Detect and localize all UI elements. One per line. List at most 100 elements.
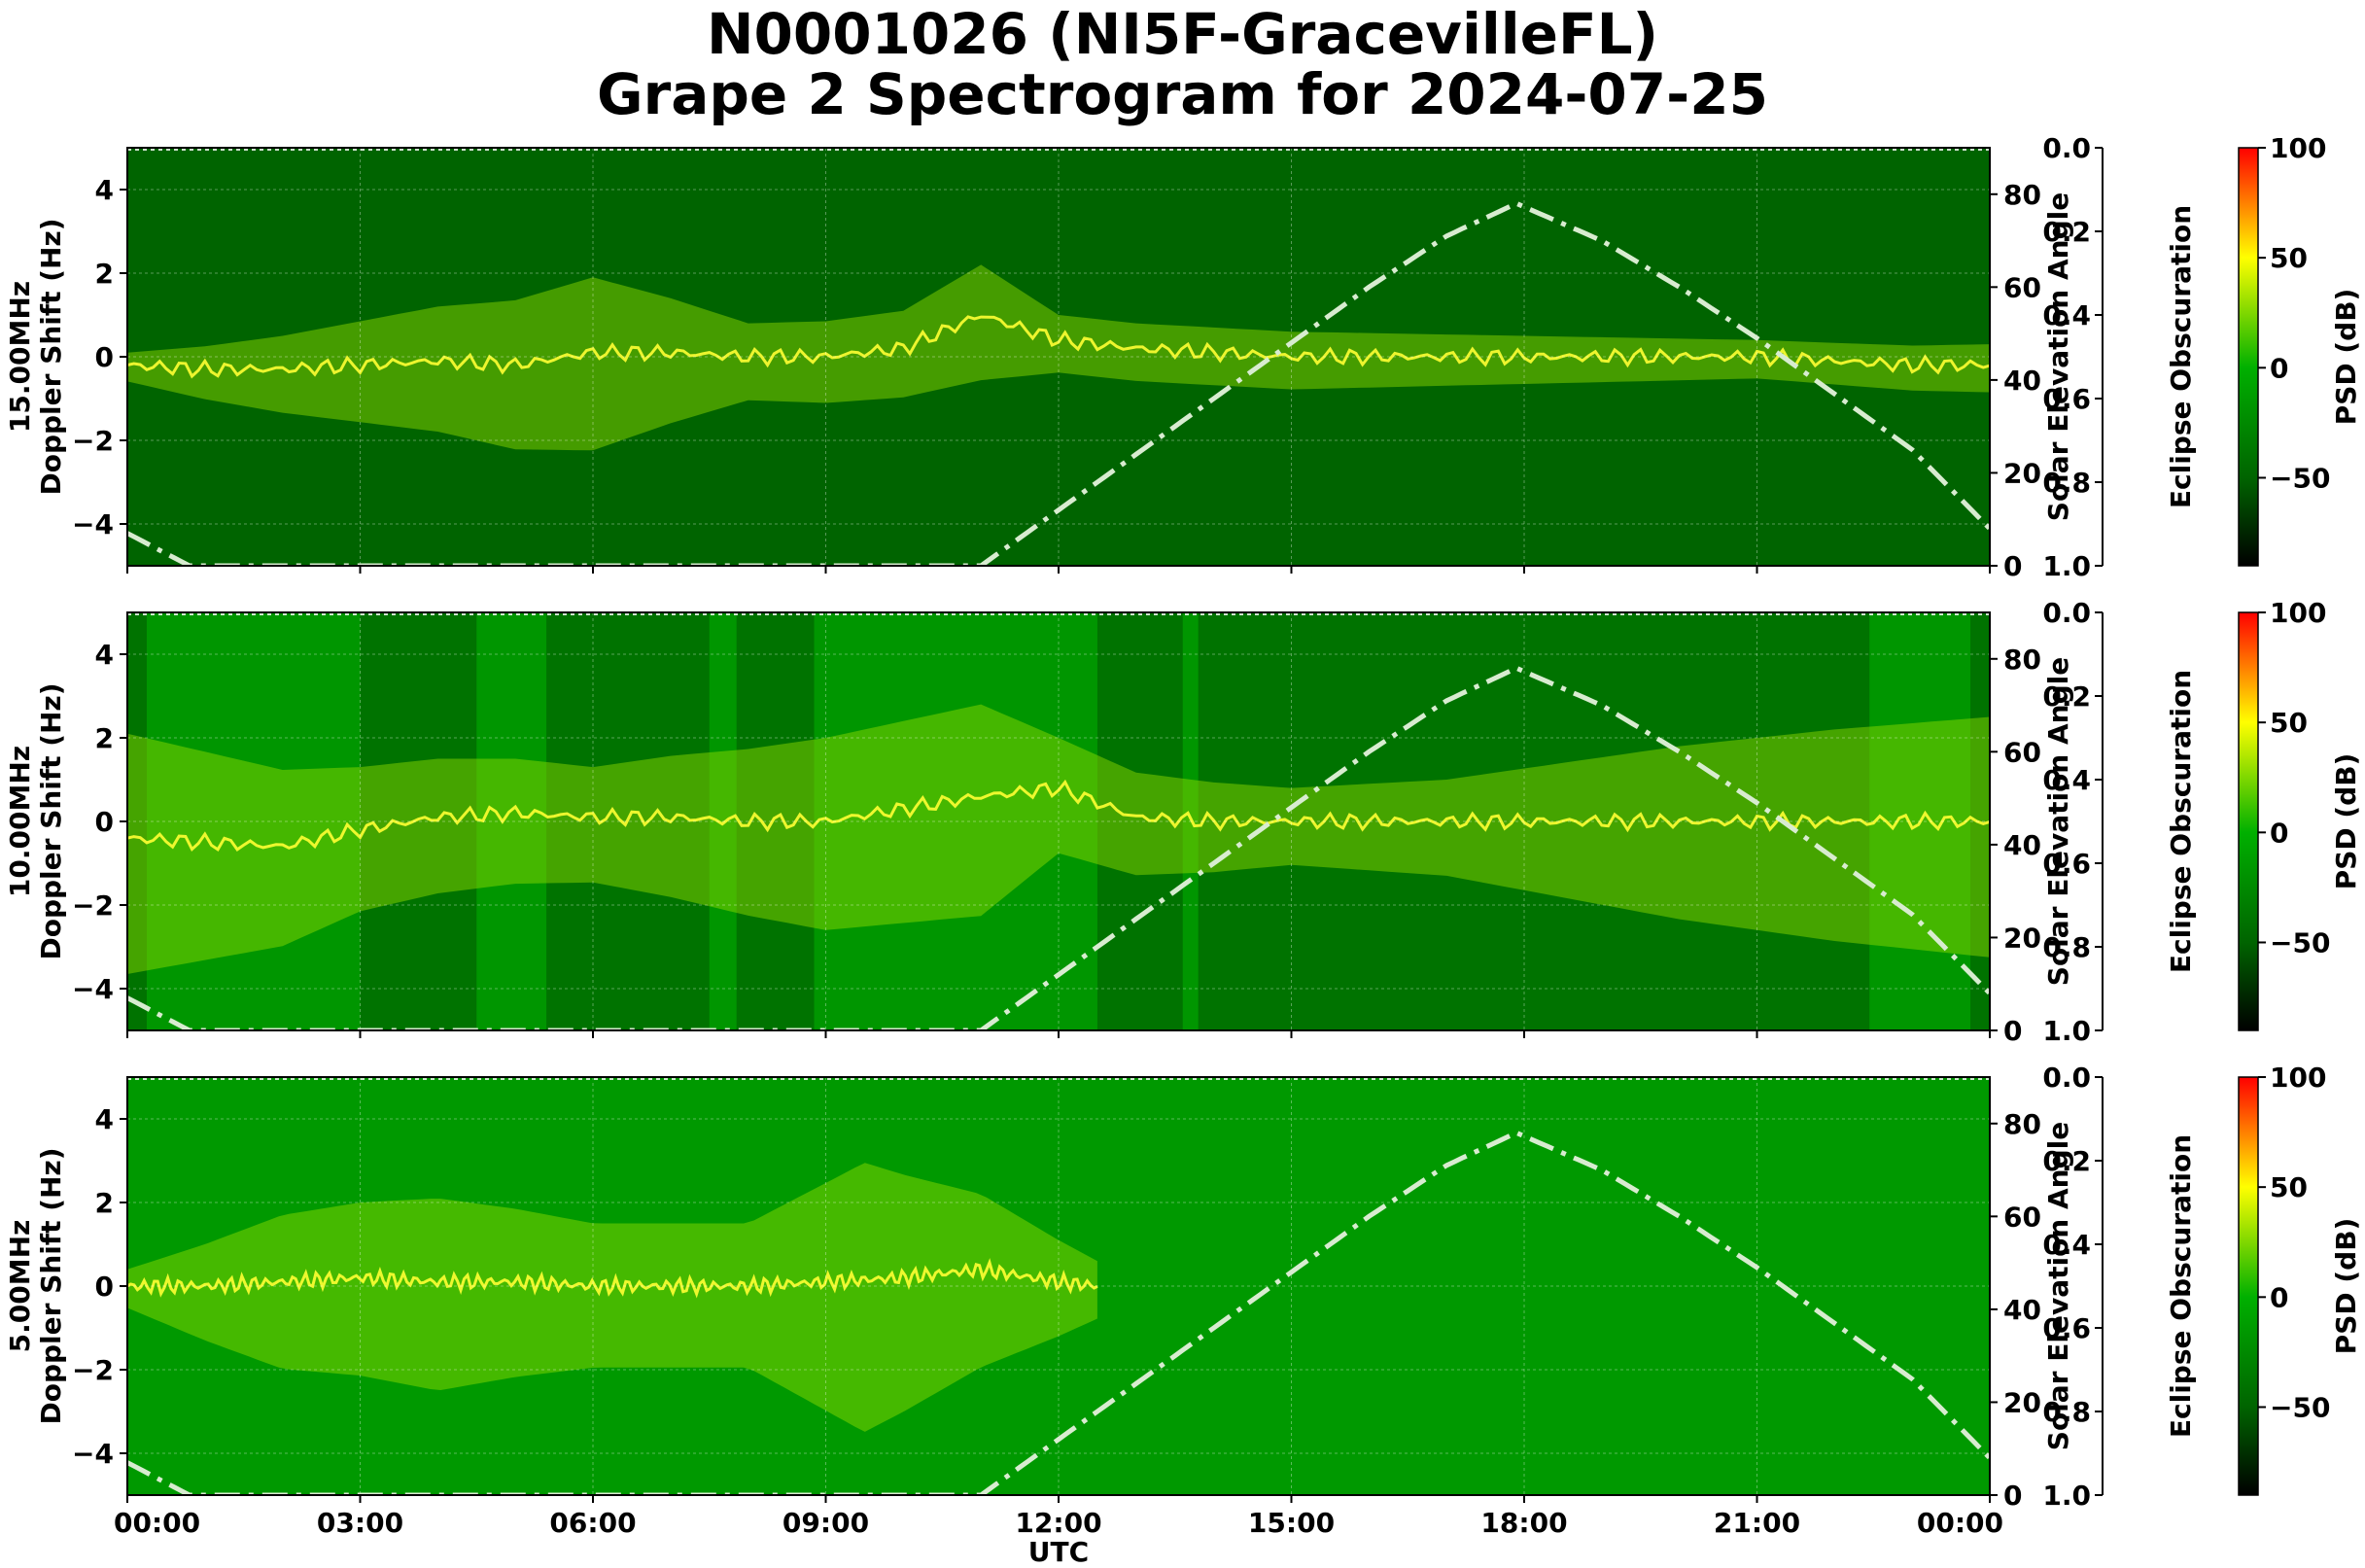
colorbar-tick-label: −50 [2270,926,2330,958]
psd-colorbar [2238,611,2259,1031]
solar-axis-label: Solar Elevation Angle [2042,192,2074,521]
spectrogram-panel-1: 420−2−410.00MHzDoppler Shift (Hz)0204060… [4,597,2362,1047]
colorbar-tick-label: 100 [2270,132,2326,164]
eclipse-tick-label: 0.0 [2042,597,2091,629]
eclipse-tick-label: 0.6 [2042,848,2091,880]
eclipse-tick-label: 1.0 [2042,1480,2091,1512]
figure-title: N0001026 (NI5F-GracevilleFL) Grape 2 Spe… [0,4,2365,124]
spectrogram-noise-band [146,612,361,1030]
y-axis-title: Doppler Shift (Hz) [35,682,67,959]
y-tick-label: 2 [95,1187,114,1219]
solar-elevation-curve [127,200,1990,566]
eclipse-tick-label: 1.0 [2042,550,2091,582]
solar-tick-label: 20 [2003,457,2041,489]
colorbar-tick-label: 50 [2270,1171,2308,1203]
colorbar-label: PSD (dB) [2330,753,2362,890]
y-tick-label: 2 [95,722,114,754]
spectrogram-doppler-trace [127,1258,1098,1299]
eclipse-tick-label: 0.8 [2042,467,2091,499]
x-tick-label: 00:00 [1917,1507,2003,1539]
eclipse-tick-label: 0.4 [2042,299,2091,331]
spectrogram-panel-0: 420−2−415.00MHzDoppler Shift (Hz)0204060… [4,132,2362,582]
solar-tick-label: 40 [2003,365,2041,397]
eclipse-tick-label: 0.6 [2042,383,2091,415]
x-tick-label: 00:00 [114,1507,200,1539]
spectrogram-noise-band [709,612,737,1030]
spectrogram-noise-band [814,612,1097,1030]
x-tick-label: 09:00 [783,1507,869,1539]
spectrogram-noise-band [1182,612,1199,1030]
colorbar-tick-label: 0 [2270,352,2288,384]
spectrogram-spread-halo [127,1163,1097,1432]
eclipse-axis-label: Eclipse Obscuration [2165,670,2197,973]
panel-frequency-label: 5.00MHz [4,1220,36,1353]
y-tick-label: −4 [72,973,114,1005]
solar-elevation-curve [127,1130,1990,1495]
eclipse-axis-label: Eclipse Obscuration [2165,1134,2197,1438]
eclipse-tick-label: 1.0 [2042,1015,2091,1047]
x-tick-label: 15:00 [1248,1507,1335,1539]
spectrogram-plot-area [127,612,1990,1030]
solar-tick-label: 80 [2003,1108,2041,1140]
colorbar-tick-label: 50 [2270,707,2308,739]
y-tick-label: −2 [72,889,114,922]
solar-tick-label: 0 [2003,1015,2022,1047]
y-axis-label: 10.00MHzDoppler Shift (Hz) [4,682,67,959]
solar-tick-label: 40 [2003,829,2041,861]
colorbar-tick-label: −50 [2270,462,2330,494]
y-tick-label: 4 [95,1103,114,1135]
solar-tick-label: 60 [2003,1201,2041,1233]
x-tick-label: 21:00 [1714,1507,1800,1539]
y-tick-label: 0 [95,1271,114,1303]
solar-axis-label: Solar Elevation Angle [2042,657,2074,986]
spectrogram-spread-halo [127,264,1990,451]
x-axis-label: UTC [1028,1536,1089,1568]
spectrogram-panel-2: 420−2−45.00MHzDoppler Shift (Hz)02040608… [4,1062,2362,1568]
spectrogram-doppler-trace [127,779,1990,853]
solar-tick-label: 60 [2003,736,2041,768]
solar-tick-label: 60 [2003,271,2041,303]
psd-colorbar [2238,1076,2259,1496]
solar-tick-label: 20 [2003,922,2041,954]
colorbar-label: PSD (dB) [2330,1218,2362,1355]
colorbar-tick-label: 100 [2270,1062,2326,1094]
y-tick-label: −4 [72,508,114,540]
spectrogram-doppler-trace [127,315,1990,379]
x-tick-label: 18:00 [1480,1507,1567,1539]
y-axis-label: 15.00MHzDoppler Shift (Hz) [4,218,67,495]
eclipse-tick-label: 0.0 [2042,1062,2091,1094]
y-tick-label: 0 [95,806,114,838]
y-axis-label: 5.00MHzDoppler Shift (Hz) [4,1147,67,1424]
y-axis-title: Doppler Shift (Hz) [35,1147,67,1424]
eclipse-tick-label: 0.8 [2042,931,2091,963]
x-tick-label: 12:00 [1015,1507,1101,1539]
y-tick-label: −2 [72,425,114,457]
colorbar-tick-label: 100 [2270,597,2326,629]
spectrogram-noise-band [476,612,547,1030]
spectrogram-spread-halo [127,704,1990,974]
solar-tick-label: 80 [2003,644,2041,676]
y-tick-label: 4 [95,174,114,206]
solar-axis-label: Solar Elevation Angle [2042,1122,2074,1450]
y-tick-label: 2 [95,258,114,290]
spectrogram-plot-area [127,148,1990,566]
eclipse-tick-label: 0.8 [2042,1396,2091,1428]
solar-tick-label: 0 [2003,550,2022,582]
panel-frequency-label: 15.00MHz [4,281,36,433]
y-tick-label: −2 [72,1354,114,1386]
title-line-2: Grape 2 Spectrogram for 2024-07-25 [597,61,1768,127]
y-axis-title: Doppler Shift (Hz) [35,218,67,495]
solar-tick-label: 0 [2003,1480,2022,1512]
x-tick-label: 03:00 [317,1507,403,1539]
eclipse-axis-label: Eclipse Obscuration [2165,205,2197,508]
colorbar-tick-label: 50 [2270,242,2308,274]
eclipse-tick-label: 0.0 [2042,132,2091,164]
solar-tick-label: 40 [2003,1294,2041,1326]
title-line-1: N0001026 (NI5F-GracevilleFL) [706,1,1659,67]
colorbar-label: PSD (dB) [2330,289,2362,426]
x-tick-label: 06:00 [549,1507,636,1539]
eclipse-tick-label: 0.4 [2042,764,2091,796]
solar-tick-label: 80 [2003,179,2041,211]
eclipse-tick-label: 0.6 [2042,1312,2091,1344]
